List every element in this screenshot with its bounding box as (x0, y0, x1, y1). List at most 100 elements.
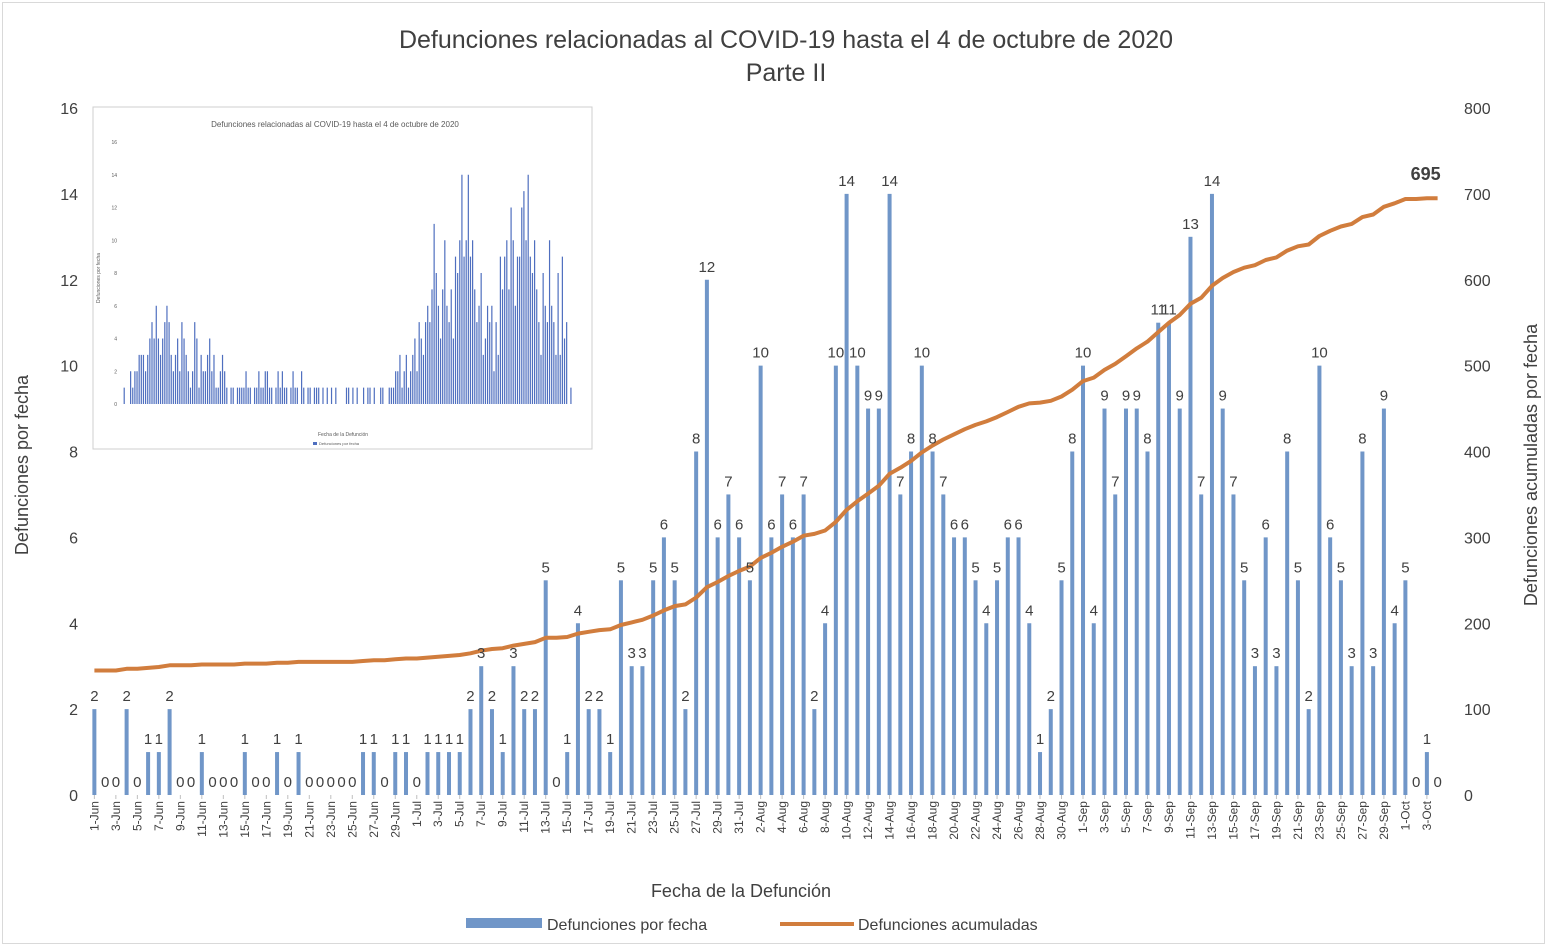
inset-bar (514, 305, 516, 404)
inset-bar (192, 371, 194, 404)
x-tick-label: 5-Jul (453, 801, 467, 827)
inset-bar (519, 256, 521, 404)
inset-bar (548, 240, 551, 404)
bar (661, 537, 666, 795)
x-tick-label: 3-Sep (1098, 801, 1112, 833)
inset-bar (472, 240, 474, 404)
x-tick-label: 28-Aug (1033, 801, 1047, 840)
bar-value-label: 0 (284, 774, 292, 791)
x-tick-label: 4-Aug (775, 801, 789, 833)
bar-value-label: 0 (112, 774, 120, 791)
inset-y-axis-title: Defunciones por fecha (96, 253, 102, 303)
bar-value-label: 9 (864, 388, 872, 405)
bar-value-label: 10 (849, 345, 866, 362)
inset-bar (544, 305, 546, 404)
inset-bar (183, 338, 185, 404)
inset-bar (151, 322, 153, 404)
inset-bar (159, 354, 162, 404)
x-tick-label: 3-Oct (1420, 800, 1434, 830)
x-tick-label: 24-Aug (990, 801, 1004, 840)
inset-bar (330, 387, 333, 404)
cumulative-line (94, 196, 1438, 673)
inset-bar (439, 338, 442, 404)
bar (694, 451, 699, 795)
bar (1005, 537, 1010, 795)
bar-value-label: 3 (1272, 645, 1280, 662)
bar-value-label: 0 (251, 774, 259, 791)
inset-bar (480, 273, 482, 404)
inset-bar (322, 387, 324, 404)
y-tick-label: 2 (69, 702, 78, 719)
bar-value-label: 1 (423, 731, 431, 748)
inset-bar (397, 371, 399, 404)
x-tick-label: 9-Sep (1162, 801, 1176, 833)
x-tick-label: 29-Jul (711, 801, 725, 834)
inset-bar (294, 387, 296, 404)
inset-bar (429, 322, 431, 404)
x-tick-label: 13-Sep (1205, 801, 1219, 840)
inset-bar (444, 240, 446, 404)
bar (962, 537, 967, 795)
bar (747, 580, 752, 795)
bar-value-label: 2 (1047, 688, 1055, 705)
bar-value-label: 2 (90, 688, 98, 705)
bar (1242, 580, 1247, 795)
inset-y-tick-label: 16 (111, 140, 117, 146)
inset-bar (422, 354, 425, 404)
bar-value-label: 12 (699, 259, 716, 276)
bar (683, 709, 688, 795)
bar (704, 279, 709, 795)
bar (1123, 408, 1128, 795)
bar-value-label: 4 (1090, 602, 1098, 619)
bar-value-label: 0 (230, 774, 238, 791)
inset-bar (435, 273, 437, 404)
bar-value-label: 0 (305, 774, 313, 791)
bar-value-label: 7 (1111, 473, 1119, 490)
bar-value-label: 5 (617, 559, 625, 576)
inset-bar (469, 256, 472, 404)
bar-value-label: 7 (724, 473, 732, 490)
bar-value-label: 2 (466, 688, 474, 705)
bar (146, 752, 151, 795)
x-tick-label: 1-Jul (410, 801, 424, 827)
bar (1091, 623, 1096, 795)
inset-bar (179, 371, 181, 404)
inset-bar (516, 256, 519, 404)
bar (1306, 709, 1311, 795)
bar (801, 494, 806, 795)
inset-chart: Defunciones relacionadas al COVID-19 has… (92, 106, 593, 450)
inset-bar (202, 371, 204, 404)
x-tick-label: 11-Jun (195, 801, 209, 837)
inset-bar (253, 387, 256, 404)
inset-bar (213, 354, 215, 404)
bar (199, 752, 204, 795)
bar-value-label: 0 (208, 774, 216, 791)
bar (1424, 752, 1429, 795)
inset-bar (147, 354, 149, 404)
inset-bar (356, 387, 358, 404)
bar-value-label: 14 (1204, 173, 1221, 190)
inset-bar (416, 371, 418, 404)
inset-bar (410, 371, 412, 404)
bar (296, 752, 301, 795)
inset-bar (448, 322, 450, 404)
bar (425, 752, 430, 795)
inset-bar (561, 256, 563, 404)
legend: Defunciones por fecha Defunciones acumul… (466, 917, 1038, 934)
x-tick-label: 23-Jun (324, 801, 338, 838)
bar-value-label: 10 (828, 345, 845, 362)
inset-bar (236, 387, 239, 404)
bar (984, 623, 989, 795)
bar-value-label: 14 (838, 173, 855, 190)
bar-value-label: 3 (1369, 645, 1377, 662)
bar-value-label: 3 (1347, 645, 1355, 662)
inset-bar (149, 338, 151, 404)
bar (1016, 537, 1021, 795)
inset-x-axis-title: Fecha de la Defunción (318, 432, 368, 438)
x-tick-label: 15-Jul (560, 801, 574, 834)
inset-bar (442, 289, 444, 404)
bar-value-label: 9 (875, 388, 883, 405)
bar-value-label: 0 (262, 774, 270, 791)
x-tick-label: 10-Aug (840, 801, 854, 840)
